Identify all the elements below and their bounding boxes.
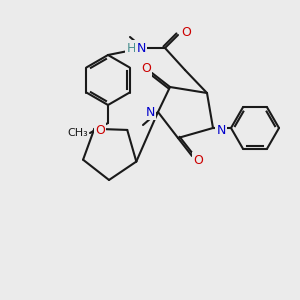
- Text: H: H: [126, 41, 136, 55]
- Text: O: O: [181, 26, 191, 40]
- Text: N: N: [136, 41, 146, 55]
- Text: O: O: [95, 124, 105, 137]
- Text: N: N: [216, 124, 226, 137]
- Text: O: O: [141, 62, 151, 76]
- Text: O: O: [193, 154, 203, 166]
- Text: N: N: [145, 106, 155, 118]
- Text: CH₃: CH₃: [67, 128, 88, 138]
